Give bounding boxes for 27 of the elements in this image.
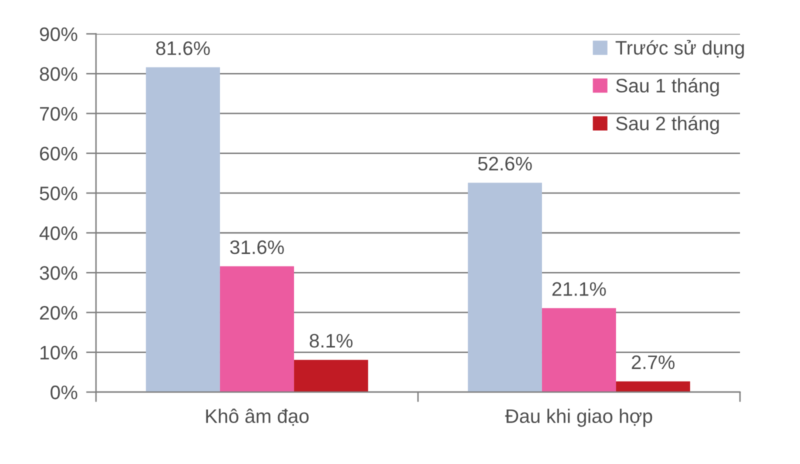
data-label: 8.1% xyxy=(310,334,353,348)
data-label: 2.7% xyxy=(632,355,675,370)
bar xyxy=(616,381,690,392)
y-tick-label: 70% xyxy=(40,106,78,121)
y-tick-label: 50% xyxy=(40,186,78,200)
legend-label: Sau 2 tháng xyxy=(616,116,719,134)
bar xyxy=(294,360,368,392)
y-tick-label: 30% xyxy=(40,266,78,280)
data-label: 21.1% xyxy=(552,282,606,296)
bar xyxy=(468,182,542,392)
y-tick-label: 80% xyxy=(40,67,78,81)
x-tick-label: Khô âm đạo xyxy=(206,408,309,426)
bar xyxy=(220,266,294,392)
legend-label: Trước sử dụng xyxy=(616,40,744,59)
bar xyxy=(542,308,616,392)
y-tick-label: 60% xyxy=(40,146,78,161)
legend-label: Sau 1 tháng xyxy=(616,78,719,96)
y-tick-label: 20% xyxy=(40,306,78,320)
data-label: 31.6% xyxy=(230,240,284,254)
y-tick-label: 40% xyxy=(39,226,78,240)
data-label: 52.6% xyxy=(478,156,532,171)
y-tick-label: 90% xyxy=(40,27,78,42)
data-label: 81.6% xyxy=(156,41,210,56)
y-tick-label: 0% xyxy=(50,386,78,400)
x-tick-label: Đau khi giao hợp xyxy=(505,408,652,427)
bar xyxy=(146,67,220,392)
y-tick-label: 10% xyxy=(40,346,78,360)
